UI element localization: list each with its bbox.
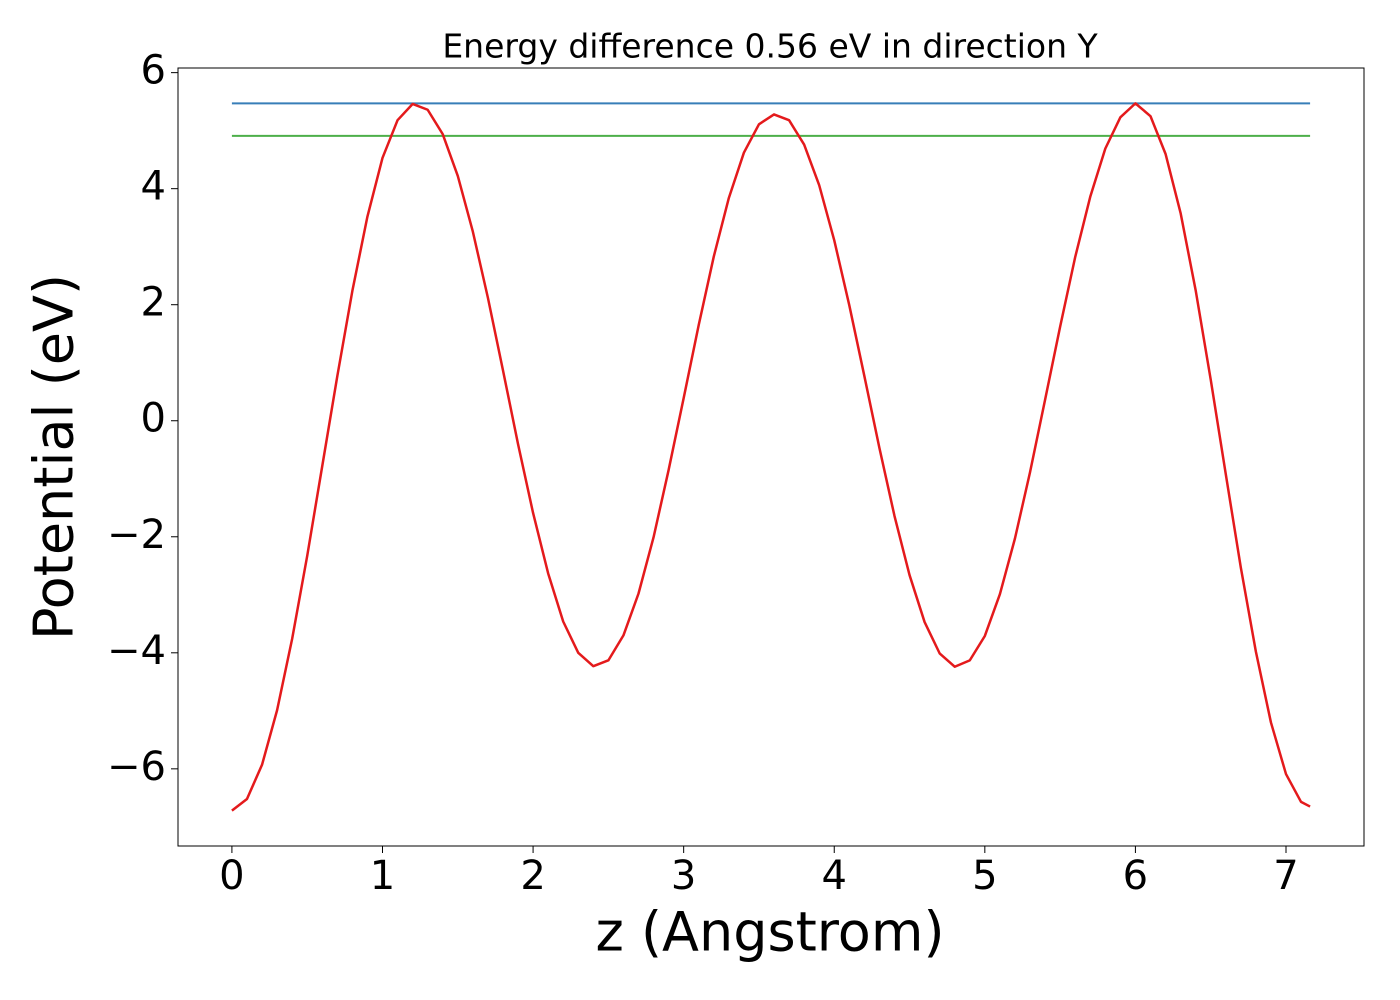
y-tick-label: 4 xyxy=(141,164,166,210)
y-tick-label: 6 xyxy=(141,48,166,94)
x-tick-label: 1 xyxy=(370,853,395,899)
plot-frame xyxy=(177,67,1365,847)
x-tick-label: 5 xyxy=(972,853,997,899)
y-tick-label: −6 xyxy=(107,744,166,790)
y-axis-label: Potential (eV) xyxy=(23,274,86,640)
x-tick-label: 7 xyxy=(1273,853,1298,899)
x-tick-label: 0 xyxy=(219,853,244,899)
x-axis-label: z (Angstrom) xyxy=(595,901,944,964)
data-line xyxy=(231,102,1311,812)
x-tick-label: 2 xyxy=(520,853,545,899)
x-tick-label: 3 xyxy=(671,853,696,899)
y-tick-label: −4 xyxy=(107,628,166,674)
y-tick-label: 0 xyxy=(141,396,166,442)
x-tick-label: 4 xyxy=(822,853,847,899)
y-tick-label: 2 xyxy=(141,280,166,326)
chart-title: Energy difference 0.56 eV in direction Y xyxy=(442,27,1098,66)
y-tick-label: −2 xyxy=(107,512,166,558)
x-tick-label: 6 xyxy=(1123,853,1148,899)
